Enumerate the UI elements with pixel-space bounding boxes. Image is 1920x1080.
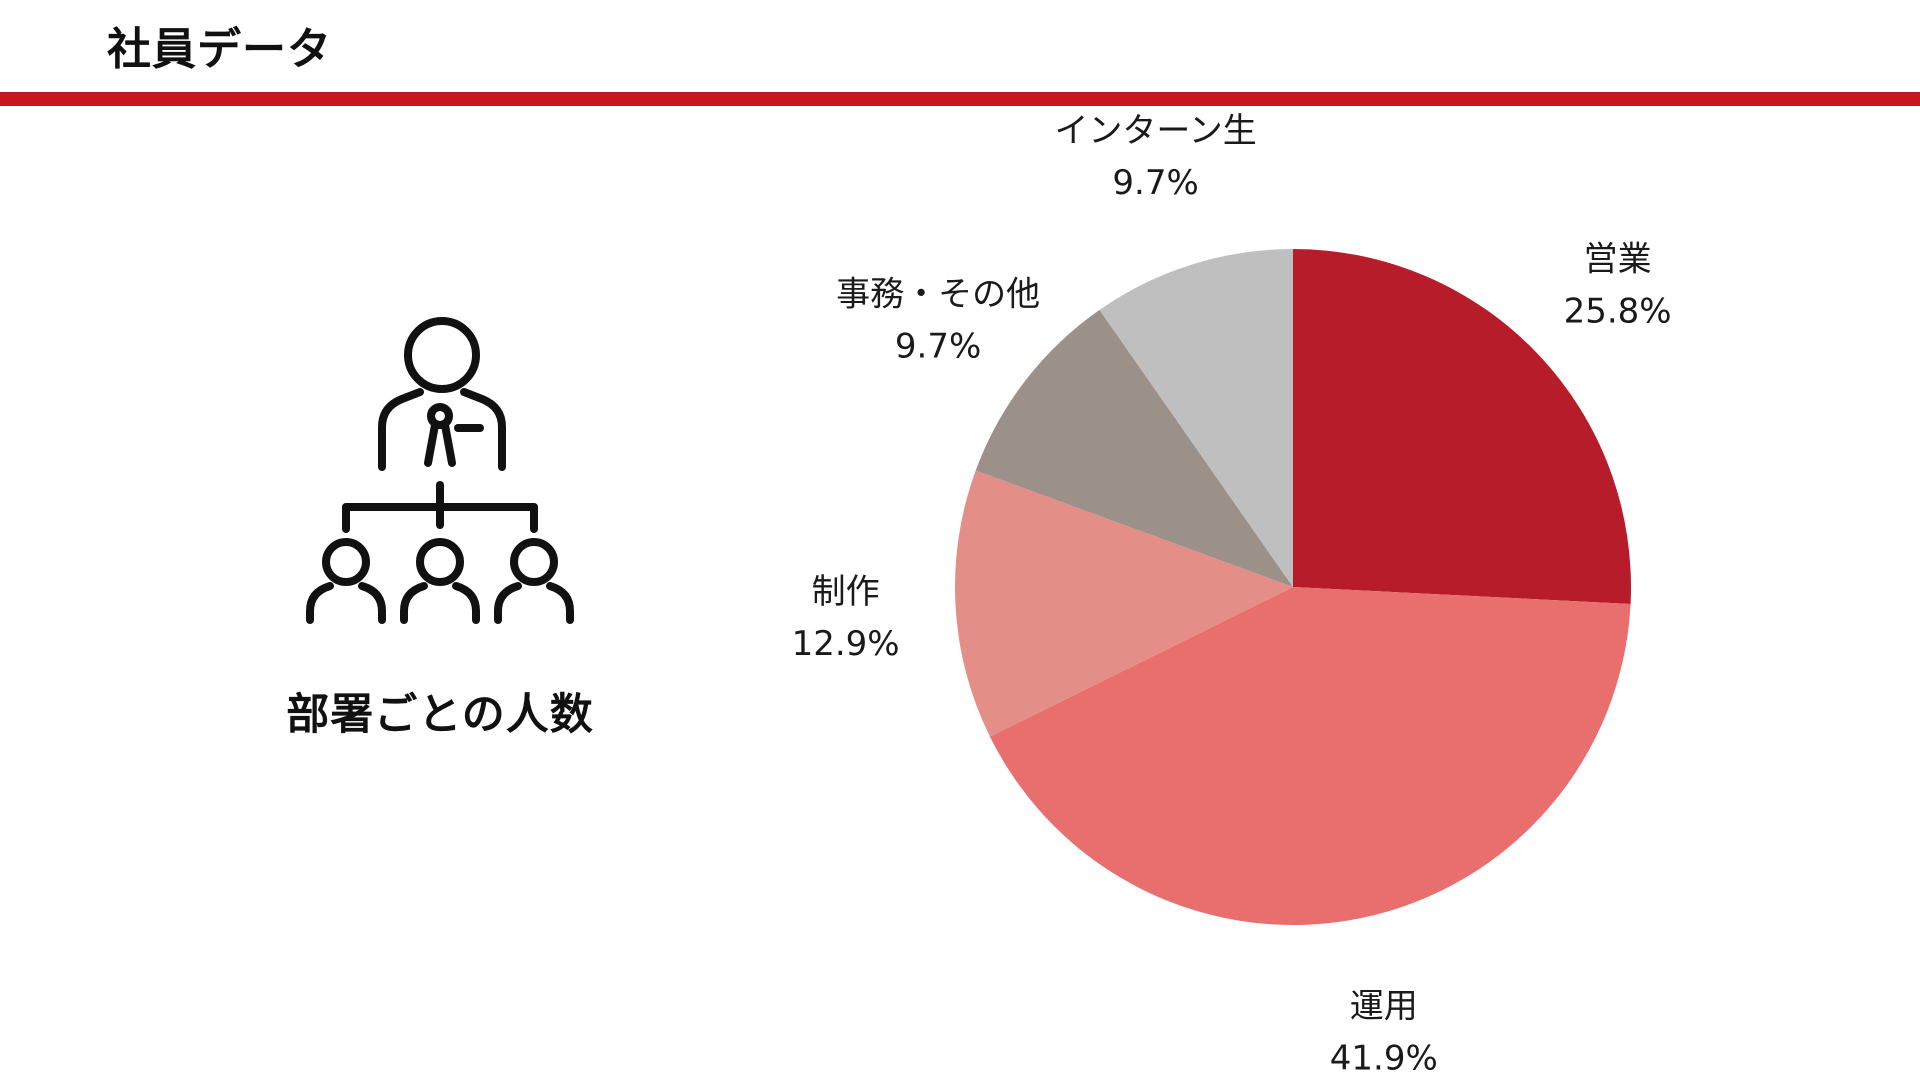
slice-office-other	[975, 309, 1293, 587]
slice-sales	[1293, 249, 1631, 604]
slice-label-name: 事務・その他	[836, 275, 1040, 315]
slice-label-value: 9.7%	[895, 327, 981, 367]
organization-hierarchy-icon	[306, 317, 574, 624]
slice-label-value: 25.8%	[1564, 291, 1672, 331]
title-underline	[0, 92, 1920, 106]
slice-label-value: 41.9%	[1330, 1039, 1438, 1079]
slice-label-value: 9.7%	[1112, 163, 1198, 203]
slice-interns	[1099, 249, 1293, 587]
icon-caption: 部署ごとの人数	[286, 690, 594, 740]
slice-label-name: 制作	[812, 572, 880, 612]
slice-label-name: インターン生	[1054, 111, 1256, 151]
page-title: 社員データ	[107, 24, 332, 75]
slice-operations	[989, 587, 1631, 925]
slice-label-value: 12.9%	[792, 624, 900, 664]
slice-production	[955, 470, 1293, 737]
slice-label-name: 営業	[1584, 239, 1652, 279]
slice-label-name: 運用	[1350, 987, 1418, 1027]
